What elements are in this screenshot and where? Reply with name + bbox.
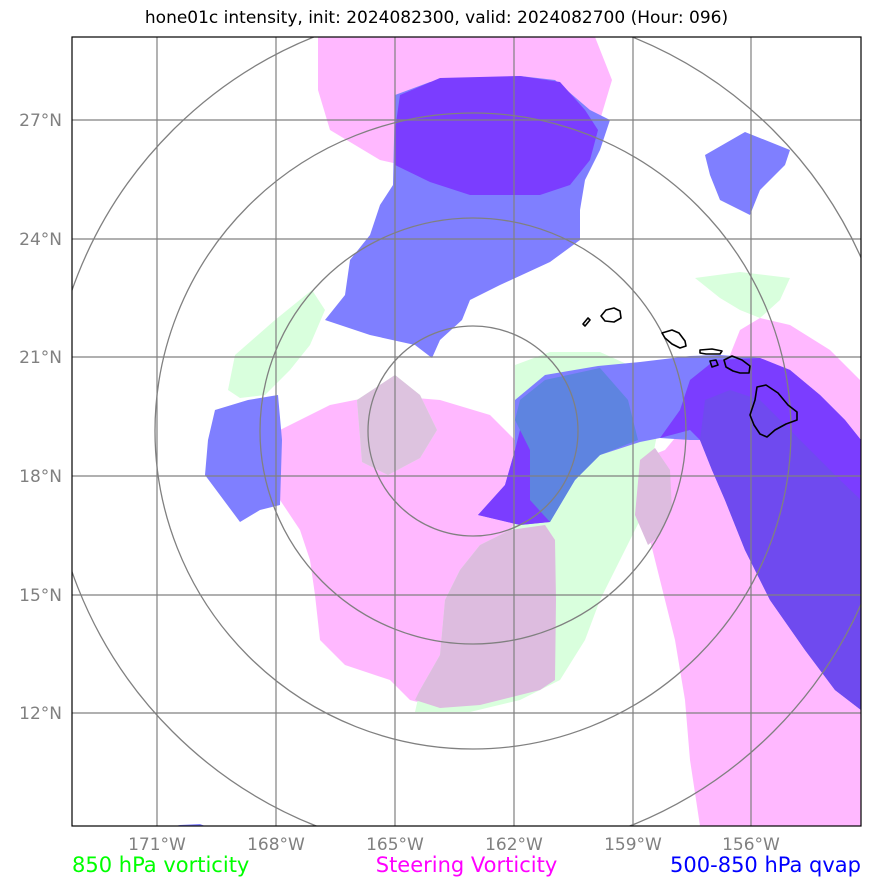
lon-label: 159°W [604,835,662,855]
legend-qvap-label: 500-850 hPa qvap [670,853,861,877]
lat-label: 21°N [19,348,62,368]
map-title: hone01c intensity, init: 2024082300, val… [144,8,729,28]
molokai-island [699,348,723,355]
legend-steering-vorticity-label: Steering Vorticity [375,853,558,877]
legend-850-vorticity-label: 850 hPa vorticity [72,853,250,877]
lat-label: 12°N [19,704,62,724]
hawaii-coastlines [582,307,798,438]
lon-label: 156°W [722,835,780,855]
big-island [749,384,798,438]
map-frame [71,36,862,827]
lon-label: 171°W [128,835,186,855]
overlap-tints [357,368,861,710]
lon-label: 168°W [247,835,305,855]
lat-label: 15°N [19,586,62,606]
legend-qvap: 500-850 hPa qvap [670,853,861,877]
kauai-island [600,307,622,323]
lat-label: 18°N [19,467,62,487]
lon-label: 162°W [485,835,543,855]
lanai-island [709,359,719,368]
oahu-island [661,329,687,349]
maui-island [723,355,751,374]
longitude-labels: 171°W 168°W 165°W 162°W 159°W 156°W [128,835,780,855]
range-rings [72,37,861,826]
lat-label: 27°N [19,111,62,131]
lon-label: 165°W [366,835,424,855]
map-plot-area [72,37,861,826]
latitude-labels: 27°N 24°N 21°N 18°N 15°N 12°N [19,111,62,724]
niihau-island [582,317,591,327]
legend-steering-vorticity: Steering Vorticity [0,853,873,877]
lat-label: 24°N [19,230,62,250]
legend-850-vorticity: 850 hPa vorticity [72,853,249,877]
